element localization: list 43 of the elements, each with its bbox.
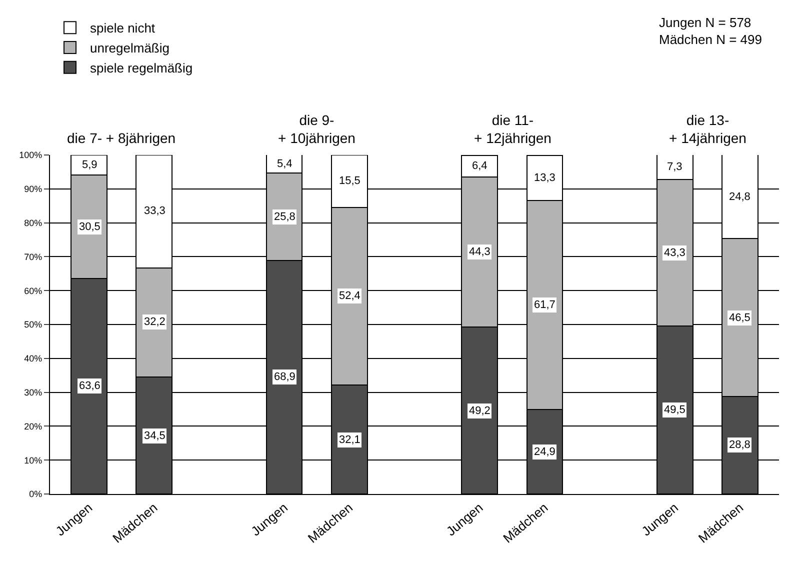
data-label: 32,1 [339,434,360,446]
data-label: 5,9 [82,159,98,171]
data-label: 34,5 [144,430,166,442]
data-label: 7,3 [667,161,682,173]
y-tick-label: 90% [24,184,42,194]
y-tick-label: 10% [24,455,42,466]
data-label: 52,4 [339,290,360,302]
legend-label: spiele nicht [90,20,156,36]
y-tick-label: 100% [19,150,42,160]
data-label: 43,3 [664,247,686,259]
data-label: 25,8 [274,211,296,223]
y-tick-label: 20% [24,421,42,432]
data-label: 46,5 [729,312,750,324]
text: die 13- + 14jährigen [669,112,746,146]
data-label: 33,3 [144,205,166,217]
data-label: 24,9 [534,446,556,458]
y-tick-label: 70% [24,252,42,262]
data-label: 24,8 [729,191,750,203]
y-tick-label: 40% [24,354,42,364]
text: Jungen N = 578 Mädchen N = 499 [659,15,762,47]
data-label: 15,5 [339,175,360,187]
y-tick-label: 0% [29,489,42,500]
data-label: 61,7 [534,299,556,311]
y-tick-label: 30% [24,387,42,398]
y-tick-label: 60% [24,286,42,296]
y-tick-label: 50% [24,320,42,330]
data-label: 49,5 [664,404,686,416]
data-label: 32,2 [144,316,166,328]
data-label: 5,4 [277,158,292,170]
data-label: 13,3 [534,172,556,184]
data-label: 68,9 [274,371,296,383]
legend-label: spiele regelmäßig [90,60,193,76]
text: die 7- + 8jährigen [67,130,176,146]
data-label: 6,4 [472,160,488,172]
data-label: 63,6 [79,380,100,392]
data-label: 28,8 [729,439,750,451]
data-label: 44,3 [469,246,490,258]
data-label: 49,2 [469,405,490,417]
legend-label: unregelmäßig [90,40,170,56]
text: die 9- + 10jährigen [278,112,356,146]
y-tick-label: 80% [24,218,42,228]
text: die 11- + 12jährigen [474,112,552,146]
data-label: 30,5 [79,221,100,233]
